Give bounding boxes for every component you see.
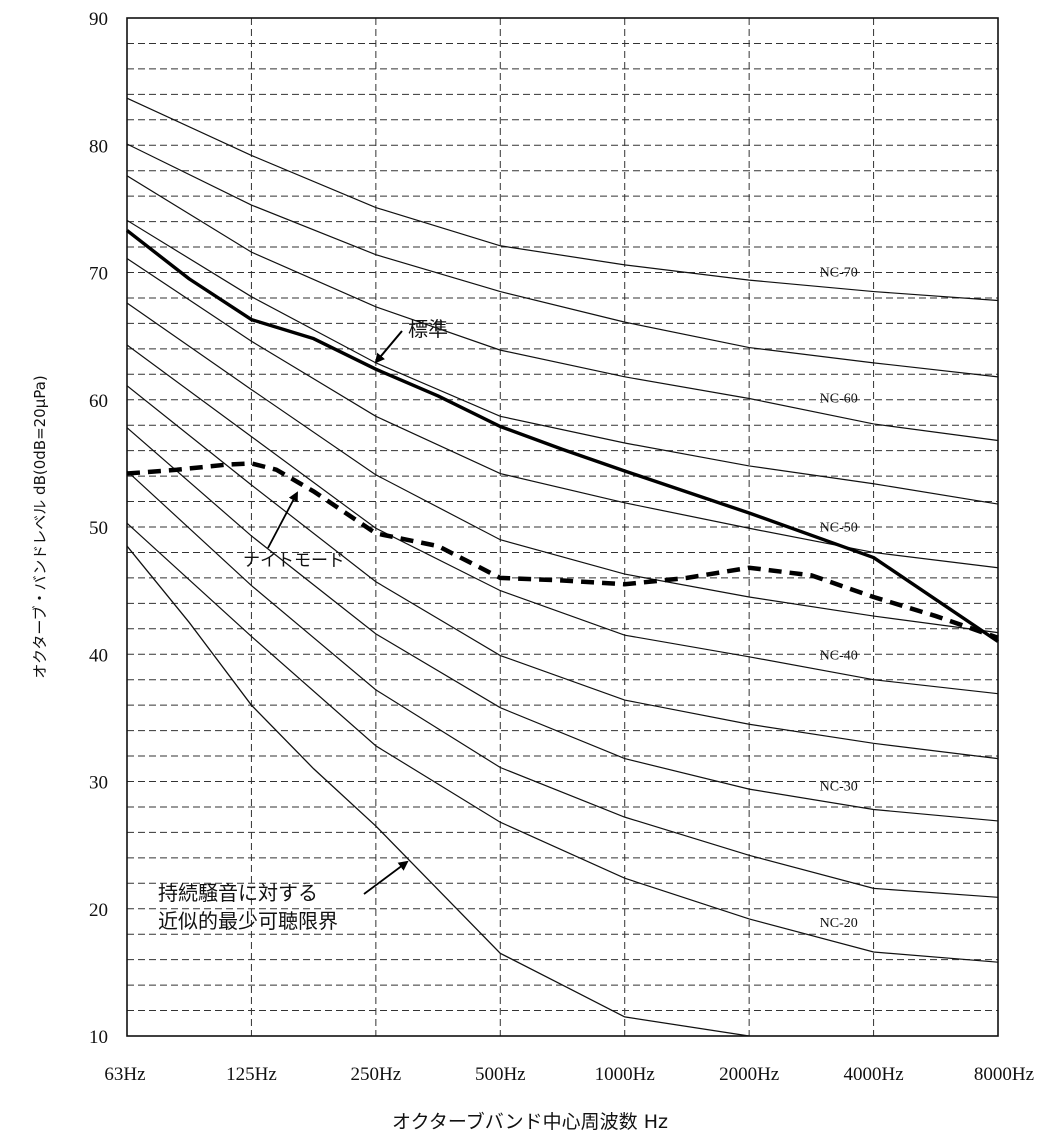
night-mode-arrow — [267, 491, 298, 549]
y-tick-label: 50 — [89, 518, 108, 539]
nc-curve-label: NC-70 — [820, 265, 858, 280]
y-tick-label: 10 — [89, 1027, 108, 1048]
x-tick-label: 8000Hz — [974, 1064, 1034, 1085]
annotation-arrows — [267, 330, 409, 895]
x-tick-label: 1000Hz — [595, 1064, 655, 1085]
threshold-label-line2: 近似的最少可聴限界 — [158, 909, 338, 933]
x-axis-ticks: 63Hz 125Hz 250Hz 500Hz 1000Hz 2000Hz 4000Hz 800… — [104, 1064, 1034, 1085]
y-tick-label: 70 — [89, 264, 108, 285]
nc-curve-line — [126, 385, 999, 760]
nc-curve-line — [126, 344, 999, 695]
night-mode-line — [126, 461, 999, 640]
x-tick-label: 4000Hz — [843, 1064, 903, 1085]
nc-curve-line — [126, 175, 999, 442]
x-tick-label: 250Hz — [351, 1064, 402, 1085]
y-tick-label: 20 — [89, 900, 108, 921]
nc-curve-line — [126, 522, 999, 963]
hearing-threshold-line — [127, 545, 753, 1036]
y-axis-label: オクターブ・バンドレベル dB(0dB=20μPa) — [31, 375, 49, 678]
nc-curve-line — [126, 97, 999, 302]
nc-curve-line — [126, 470, 999, 898]
annotations: 標準 ナイトモード 持続騒音に対する近似的最少可聴限界 — [158, 317, 448, 933]
nc-curve-line — [126, 258, 999, 569]
x-tick-label: 2000Hz — [719, 1064, 779, 1085]
night-mode-annotation: ナイトモード — [243, 551, 345, 571]
nc-curve-label: NC-50 — [820, 521, 858, 536]
plot-frame — [126, 17, 999, 1037]
x-tick-label: 63Hz — [104, 1064, 145, 1085]
highlighted-series — [125, 229, 999, 1036]
nc-curve-label: NC-60 — [820, 391, 858, 406]
y-tick-label: 30 — [89, 773, 108, 794]
nc-curve-label: NC-40 — [820, 648, 858, 663]
standard-arrow — [374, 330, 403, 364]
threshold-arrow — [363, 860, 409, 895]
nc-curve-label: NC-20 — [820, 916, 858, 931]
nc-curve-line — [126, 427, 999, 822]
y-tick-label: 60 — [89, 391, 108, 412]
x-axis-label: オクターブバンド中心周波数 Hz — [392, 1110, 668, 1133]
x-tick-label: 125Hz — [226, 1064, 277, 1085]
nc-curve-line — [126, 219, 999, 505]
y-tick-label: 80 — [89, 136, 108, 157]
nc-curve-line — [126, 302, 999, 634]
nc-curves: NC-70 NC-60 NC-50 NC-40 NC-30 NC-20 — [126, 97, 999, 963]
y-axis-ticks: 10 20 30 40 50 60 70 80 90 — [89, 9, 108, 1048]
y-tick-label: 90 — [89, 9, 108, 30]
hearing-threshold-annotation: 持続騒音に対する近似的最少可聴限界 — [158, 881, 338, 933]
nc-curve-label: NC-30 — [820, 779, 858, 794]
x-tick-label: 500Hz — [475, 1064, 526, 1085]
standard-line — [125, 229, 999, 643]
nc-curve-line — [126, 143, 999, 378]
standard-annotation: 標準 — [408, 317, 448, 341]
threshold-label-line1: 持続騒音に対する — [158, 881, 318, 905]
y-tick-label: 40 — [89, 645, 108, 666]
